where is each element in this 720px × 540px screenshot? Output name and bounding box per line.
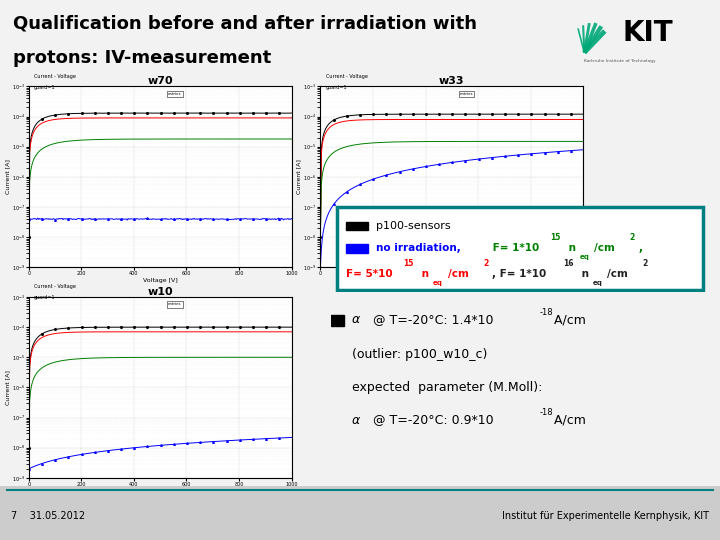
Text: (outlier: p100_w10_c): (outlier: p100_w10_c) [352, 348, 487, 361]
Text: 2: 2 [483, 259, 488, 268]
Text: no irradiation,: no irradiation, [376, 244, 460, 253]
Bar [346, 244, 368, 253]
Text: α: α [352, 414, 360, 427]
Text: α: α [352, 313, 360, 326]
Text: -18: -18 [539, 408, 553, 417]
Text: n: n [577, 269, 589, 279]
Text: Current - Voltage: Current - Voltage [325, 74, 367, 79]
Text: guard=1: guard=1 [34, 295, 55, 300]
Bar [346, 221, 368, 230]
Text: F= 1*10: F= 1*10 [489, 244, 539, 253]
Text: F= 5*10: F= 5*10 [346, 269, 392, 279]
Title: w10: w10 [148, 287, 173, 297]
Text: expected  parameter (M.Moll):: expected parameter (M.Moll): [352, 381, 542, 394]
Bar [331, 315, 344, 326]
Text: 15: 15 [550, 233, 560, 242]
Text: 2: 2 [642, 259, 648, 268]
Text: guard=1: guard=1 [34, 85, 55, 90]
Text: entries: entries [459, 92, 473, 96]
Text: 15: 15 [403, 259, 414, 268]
Text: protons: IV-measurement: protons: IV-measurement [13, 49, 271, 67]
Text: eq: eq [593, 280, 603, 286]
Text: , F= 1*10: , F= 1*10 [492, 269, 546, 279]
FancyBboxPatch shape [337, 207, 703, 290]
Y-axis label: Current [A]: Current [A] [5, 370, 10, 405]
Y-axis label: Current [A]: Current [A] [5, 159, 10, 194]
Text: eq: eq [433, 280, 443, 286]
Text: A/cm: A/cm [551, 313, 586, 326]
Text: ,: , [639, 244, 643, 253]
Text: /cm: /cm [608, 269, 629, 279]
Text: -18: -18 [539, 308, 553, 317]
Text: guard=1: guard=1 [325, 85, 347, 90]
Text: eq: eq [580, 254, 590, 260]
Text: /cm: /cm [448, 269, 469, 279]
Text: /cm: /cm [595, 244, 615, 253]
Text: @ T=-20°C: 0.9*10: @ T=-20°C: 0.9*10 [373, 414, 493, 427]
Text: 16: 16 [563, 259, 573, 268]
Y-axis label: Current [A]: Current [A] [297, 159, 302, 194]
Text: A/cm: A/cm [551, 414, 586, 427]
Text: n: n [564, 244, 576, 253]
Text: Qualification before and after irradiation with: Qualification before and after irradiati… [13, 15, 477, 33]
X-axis label: Voltage [V]: Voltage [V] [143, 278, 178, 283]
Text: Current - Voltage: Current - Voltage [34, 285, 76, 289]
Text: KIT: KIT [622, 19, 672, 47]
Text: Institut für Experimentelle Kernphysik, KIT: Institut für Experimentelle Kernphysik, … [503, 511, 709, 521]
Text: p100-sensors: p100-sensors [376, 221, 450, 231]
Text: n: n [418, 269, 429, 279]
Title: w33: w33 [439, 76, 464, 86]
Text: @ T=-20°C: 1.4*10: @ T=-20°C: 1.4*10 [373, 313, 493, 326]
Text: entries: entries [168, 302, 181, 306]
Text: Current - Voltage: Current - Voltage [34, 74, 76, 79]
Text: 2: 2 [629, 233, 635, 242]
X-axis label: Voltage [V]: Voltage [V] [434, 278, 469, 283]
X-axis label: Voltage [V]: Voltage [V] [143, 489, 178, 494]
Text: Karlsruhe Institute of Technology: Karlsruhe Institute of Technology [585, 59, 656, 63]
Text: 7    31.05.2012: 7 31.05.2012 [11, 511, 85, 521]
Text: entries: entries [168, 92, 181, 96]
Title: w70: w70 [148, 76, 173, 86]
